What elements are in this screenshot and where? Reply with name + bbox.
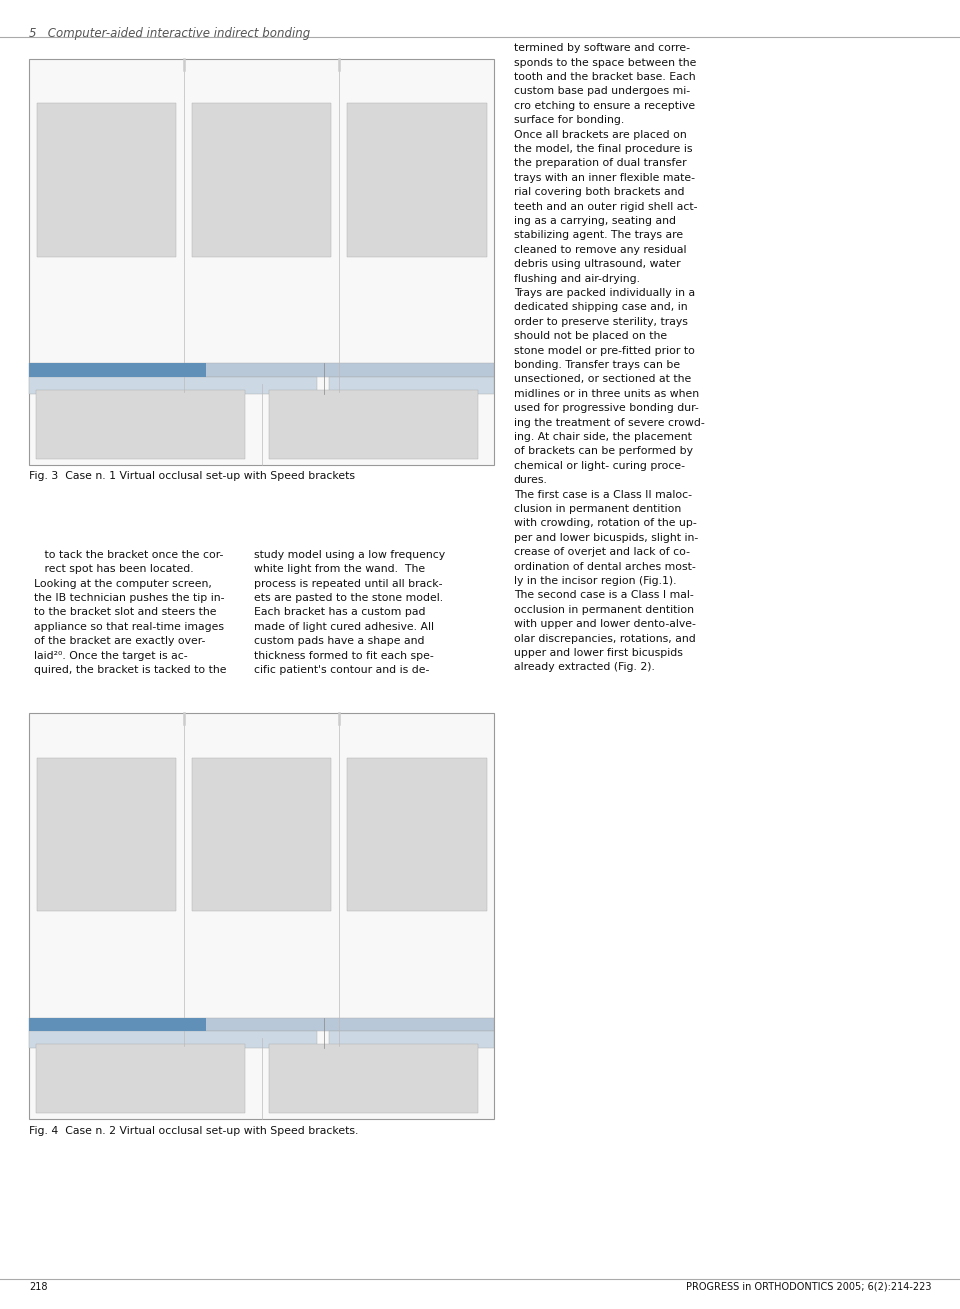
Bar [192,758,331,911]
Bar [36,103,177,257]
Bar [329,1031,494,1049]
Bar [269,390,478,458]
Text: to tack the bracket once the cor-
   rect spot has been located.
Looking at the : to tack the bracket once the cor- rect s… [34,550,227,675]
Bar [192,103,331,257]
Bar [29,363,205,377]
Bar [36,1045,246,1113]
Text: 218: 218 [29,1282,47,1292]
Bar [36,390,246,458]
Bar [347,758,487,911]
Bar [329,377,494,394]
Text: study model using a low frequency
white light from the wand.  The
process is rep: study model using a low frequency white … [254,550,445,675]
Text: PROGRESS in ORTHODONTICS 2005; 6(2):214-223: PROGRESS in ORTHODONTICS 2005; 6(2):214-… [685,1282,931,1292]
Bar [29,713,494,1119]
Bar [29,1017,205,1031]
Text: termined by software and corre-
sponds to the space between the
tooth and the br: termined by software and corre- sponds t… [514,43,705,673]
Bar [347,103,487,257]
Bar [36,758,177,911]
Text: Fig. 3  Case n. 1 Virtual occlusal set-up with Speed brackets: Fig. 3 Case n. 1 Virtual occlusal set-up… [29,471,355,482]
Bar [29,363,494,377]
Text: Fig. 4  Case n. 2 Virtual occlusal set-up with Speed brackets.: Fig. 4 Case n. 2 Virtual occlusal set-up… [29,1126,358,1136]
Bar [29,1017,494,1031]
Bar [29,377,318,394]
Text: 5   Computer-aided interactive indirect bonding: 5 Computer-aided interactive indirect bo… [29,27,310,41]
Bar [29,59,494,465]
Bar [269,1045,478,1113]
Bar [29,1031,318,1049]
